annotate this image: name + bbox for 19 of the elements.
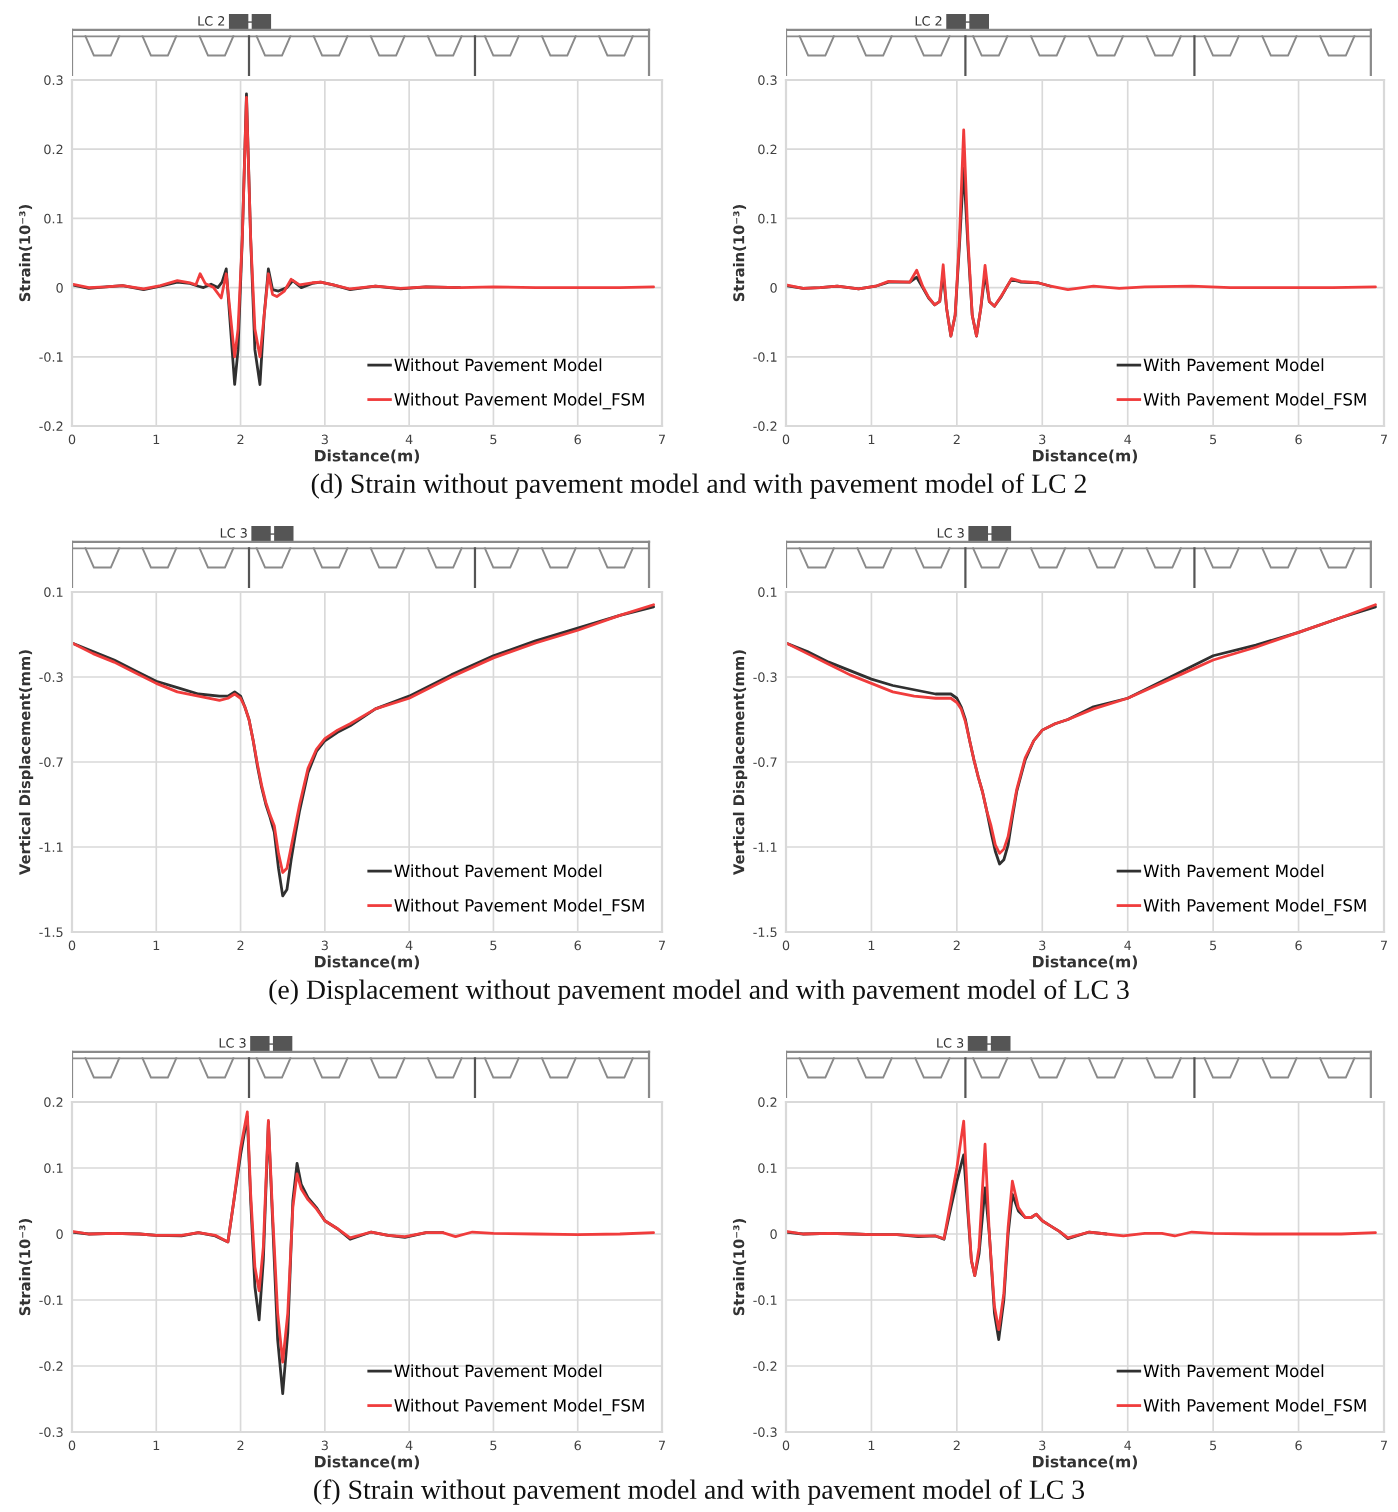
- legend-label: Without Pavement Model_FSM: [394, 898, 644, 916]
- legend-label: Without Pavement Model_FSM: [394, 392, 644, 410]
- text: (f) Strain without pavement model and with pavement model of LC 3: [314, 1479, 1085, 1505]
- line-series: [72, 1110, 655, 1364]
- legend-label: Without Pavement Model_FSM: [394, 1398, 644, 1416]
- legend-label: Without Pavement Model: [394, 1364, 602, 1378]
- legend-label: With Pavement Model_FSM: [1143, 1398, 1366, 1416]
- legend-label: With Pavement Model: [1143, 864, 1324, 878]
- text: (e) Displacement without pavement model and with pavement model of LC 3: [269, 979, 1129, 1005]
- legend-label: Without Pavement Model: [394, 358, 602, 372]
- legend-label: With Pavement Model_FSM: [1143, 392, 1366, 410]
- line-series: [786, 1119, 1377, 1332]
- line-series: [72, 95, 655, 359]
- line-series: [786, 128, 1377, 338]
- legend-label: With Pavement Model_FSM: [1143, 898, 1366, 916]
- legend-label: With Pavement Model: [1143, 1364, 1324, 1378]
- legend-label: Without Pavement Model: [394, 864, 602, 878]
- legend-label: With Pavement Model: [1143, 358, 1324, 372]
- text: (d) Strain without pavement model and with pavement model of LC 2: [311, 473, 1086, 499]
